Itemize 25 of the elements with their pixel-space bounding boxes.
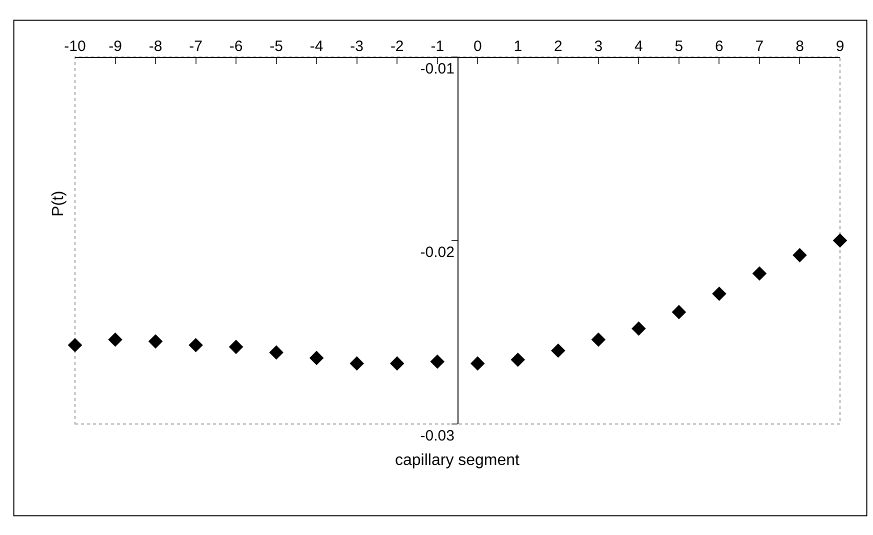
x-axis-title: capillary segment (395, 452, 520, 469)
x-tick-label: 5 (674, 38, 684, 55)
x-tick-label: -10 (64, 38, 86, 55)
x-tick-label: -2 (390, 38, 404, 55)
x-tick-label: -8 (148, 38, 162, 55)
x-tick-label: 9 (836, 38, 844, 55)
x-tick-label: -4 (310, 38, 324, 55)
x-tick-label: -1 (430, 38, 444, 55)
y-axis-title: P(t) (50, 190, 67, 217)
x-tick-label: 3 (594, 38, 603, 55)
x-tick-label: 6 (715, 38, 724, 55)
x-tick-label: -5 (270, 38, 283, 55)
x-tick-label: 2 (554, 38, 562, 55)
x-tick-label: 4 (634, 38, 643, 55)
x-tick-label: -6 (229, 38, 243, 55)
x-tick-label: -7 (189, 38, 202, 55)
y-tick-label: -0.03 (420, 427, 454, 444)
x-tick-label: 0 (473, 38, 482, 55)
x-tick-label: 8 (796, 38, 804, 55)
y-tick-label: -0.01 (420, 60, 454, 78)
x-tick-label: 7 (755, 38, 764, 55)
x-tick-label: -3 (350, 38, 364, 55)
x-tick-label: 1 (514, 38, 522, 55)
y-tick-label: -0.02 (420, 244, 454, 261)
x-tick-label: -9 (108, 38, 122, 55)
